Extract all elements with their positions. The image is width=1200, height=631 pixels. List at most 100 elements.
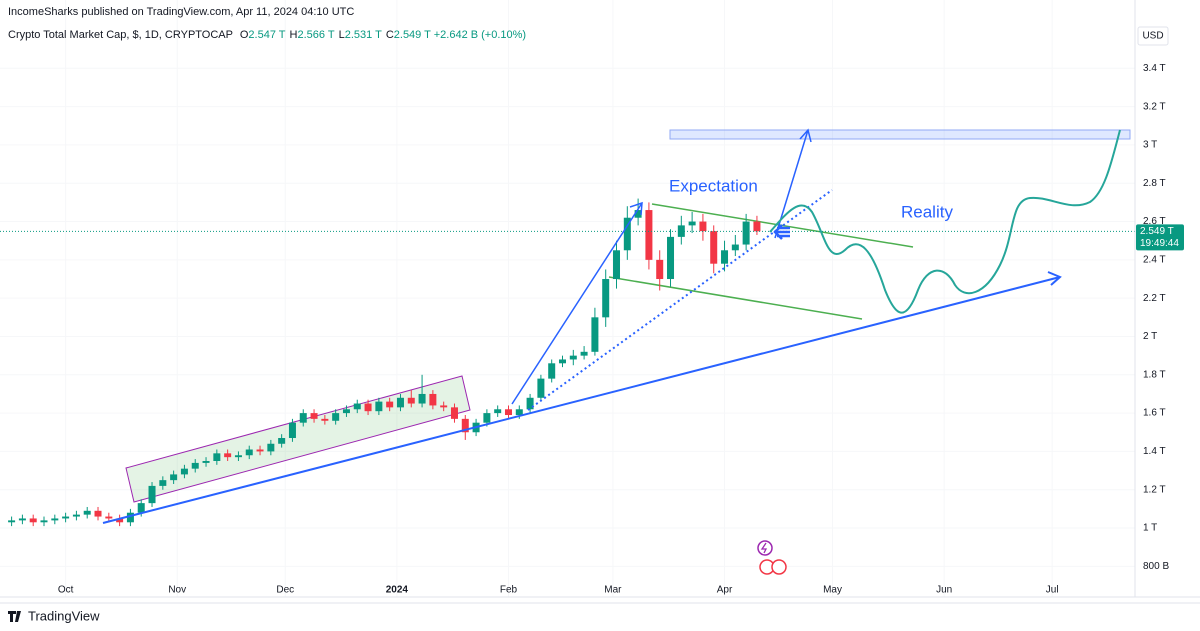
candle-body [126,512,134,523]
x-tick-label: Feb [500,585,518,596]
candle-body [148,485,156,504]
candle-body [656,259,664,280]
annotation: Reality [901,202,953,221]
candle-body [386,401,394,408]
candle-body [710,231,718,264]
y-tick-label: 1.2 T [1143,484,1166,495]
candle-body [753,221,761,232]
annotation: Expectation [669,176,758,195]
ohlc: O2.547 T H2.566 T L2.531 T C2.549 T [236,29,431,41]
candle-body [667,236,675,280]
candle-body [580,351,588,356]
candle-body [537,378,545,398]
currency-button[interactable] [1137,26,1169,46]
candle-body [558,359,566,364]
candle-body [83,510,91,515]
arrow-head [1047,271,1062,286]
channel-box [125,375,471,503]
grid [0,0,1135,597]
target-box [669,129,1131,140]
candle-body [688,221,696,226]
candle-body [40,520,48,523]
candle-body [699,221,707,232]
logo [8,611,21,622]
candle-body [364,403,372,412]
candle-body [18,518,26,521]
y-tick-label: 1.4 T [1143,446,1166,457]
candle-body [342,409,350,414]
symbol: Crypto Total Market Cap, $, 1D, CRYPTOCA… [8,29,233,41]
ohlc-key: C [385,29,394,41]
candle-body [170,474,178,481]
candle-body [29,518,37,523]
candle-body [321,418,329,421]
last-price-label: 2.549 T [1140,226,1174,237]
candle-body [51,518,59,521]
candle-body [461,418,469,433]
ohlc-key: H [289,29,298,41]
x-tick-label: Mar [604,585,622,596]
candle-body [602,279,610,318]
double-arrow [773,224,790,240]
support-line [102,276,1061,524]
x-tick-label: May [823,585,842,596]
candle-body [278,438,286,444]
candle-body [396,397,404,408]
trend-line [608,276,863,320]
candle-body [721,250,729,264]
candle-body [288,422,296,439]
last-price-box [1136,224,1184,251]
candle-body [483,413,491,423]
candle-body [180,468,188,475]
candle-body [332,413,340,421]
candle-body [623,217,631,251]
candle-body [353,403,361,410]
ohlc-key: O [239,29,249,41]
candle-body [202,460,210,463]
y-tick-label: 2 T [1143,331,1157,342]
axes: 800 B 1 T 1.2 T 1.4 T 1.6 T 1.8 T 2 T 2.2 T 2.4 … [58,63,1184,596]
candle-body [440,405,448,408]
candle-body [224,453,232,458]
candle-body [494,409,502,414]
event-icon [760,542,768,554]
x-tick-label: Dec [276,585,294,596]
currency[interactable]: USD [1142,31,1163,42]
event-icon [771,559,787,575]
ohlc-key: L [338,29,345,41]
y-tick-label: 2.6 T [1143,216,1166,227]
y-tick-label: 800 B [1143,561,1169,572]
candle-body [245,449,253,456]
candle-body [159,480,167,486]
x-tick-label: Jul [1046,585,1059,596]
x-tick-label: Apr [717,585,733,596]
change: +2.642 B (+0.10%) [433,29,527,41]
x-tick-label: Nov [168,585,186,596]
y-tick-label: 3 T [1143,140,1157,151]
arrow-head [799,128,812,143]
candle-body [375,401,383,412]
candle-body [450,407,458,419]
x-tick-label: Jun [936,585,952,596]
candle-body [569,355,577,360]
symbol-line: Crypto Total Market Cap, $, 1D, CRYPTOCA… [8,29,526,41]
candle-body [429,393,437,406]
ohlc-value: 2.547 T [248,29,286,41]
candle-body [634,210,642,218]
footer-brand: TradingView [28,608,100,623]
candle-body [645,210,653,260]
candle-body [504,409,512,416]
candle-body [267,443,275,452]
y-tick-label: 2.4 T [1143,255,1166,266]
projection-curve [769,129,1121,314]
candle-body [213,453,221,461]
x-tick-label: 2024 [386,585,409,596]
y-tick-label: 1 T [1143,523,1157,534]
price-axis-bg [1135,0,1200,631]
candle-body [256,449,264,452]
x-tick-label: Oct [58,585,74,596]
candle-body [62,516,70,519]
